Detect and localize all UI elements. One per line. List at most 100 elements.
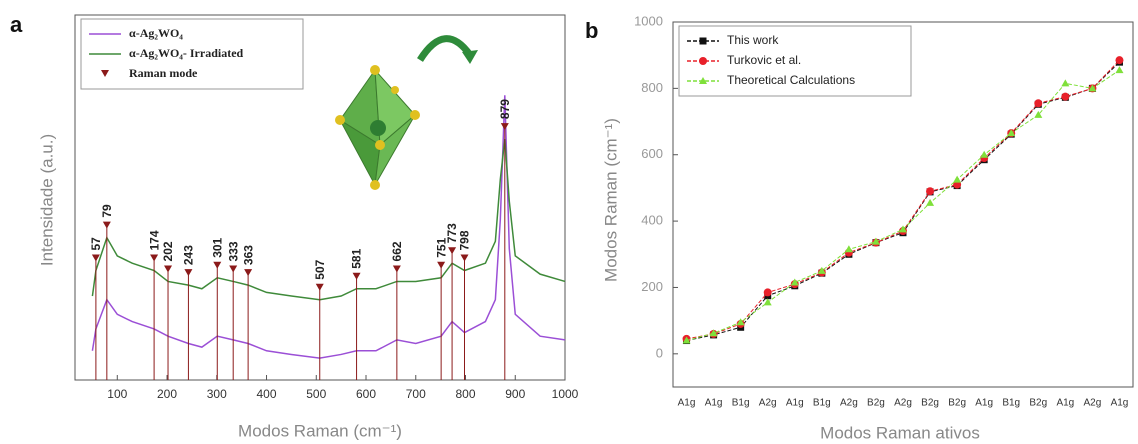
- x-tick-label: 1000: [552, 387, 579, 401]
- mode-label: 798: [458, 230, 472, 250]
- mode-label: 363: [241, 245, 255, 265]
- point: [1034, 110, 1043, 118]
- mode-marker: [352, 272, 361, 280]
- mode-label: 174: [147, 230, 161, 250]
- x-tick-label: A2g: [894, 398, 912, 409]
- point: [1115, 66, 1124, 74]
- mode-label: 79: [100, 204, 114, 218]
- x-tick-label: A1g: [705, 398, 723, 409]
- point: [1061, 79, 1070, 87]
- mode-label: 662: [390, 241, 404, 261]
- point: [709, 329, 718, 337]
- mode-label: 202: [161, 241, 175, 261]
- octahedron-illustration: [335, 35, 478, 190]
- x-tick-label: 700: [406, 387, 426, 401]
- y-tick-label: 600: [641, 146, 663, 161]
- x-tick-label: 200: [157, 387, 177, 401]
- legend-label: Raman mode: [129, 66, 198, 80]
- x-tick-label: A1g: [678, 398, 696, 409]
- point: [699, 37, 707, 45]
- point: [682, 336, 691, 344]
- x-tick-label: A1g: [975, 398, 993, 409]
- mode-marker: [244, 269, 253, 277]
- series-line: [686, 59, 1120, 340]
- x-axis-label: Modos Raman (cm⁻¹): [238, 421, 402, 440]
- x-tick-label: 300: [207, 387, 227, 401]
- y-tick-label: 1000: [634, 13, 663, 28]
- x-tick-label: A2g: [840, 398, 858, 409]
- point: [790, 278, 799, 286]
- point: [953, 175, 962, 183]
- mode-label: 507: [313, 259, 327, 279]
- mode-marker: [448, 247, 457, 255]
- mode-label: 773: [445, 223, 459, 243]
- point: [980, 150, 989, 158]
- mode-marker: [213, 261, 222, 269]
- point: [699, 77, 707, 84]
- legend-label: Turkovic et al.: [727, 53, 801, 67]
- mode-label: 301: [210, 237, 224, 257]
- legend-label: α-Ag₂WO₄- Irradiated: [129, 46, 244, 60]
- mode-marker: [229, 265, 238, 273]
- x-tick-label: A1g: [1056, 398, 1074, 409]
- mode-marker: [500, 123, 509, 131]
- point: [1088, 84, 1097, 92]
- legend-label: This work: [727, 33, 779, 47]
- x-tick-label: 500: [306, 387, 326, 401]
- x-tick-label: 800: [455, 387, 475, 401]
- mode-marker: [184, 269, 193, 277]
- series-line: [91, 95, 566, 359]
- y-tick-label: 400: [641, 213, 663, 228]
- x-tick-label: B2g: [948, 398, 966, 409]
- point: [699, 57, 707, 65]
- mode-marker: [315, 283, 324, 291]
- point: [736, 318, 745, 326]
- y-tick-label: 200: [641, 279, 663, 294]
- x-tick-label: A1g: [786, 398, 804, 409]
- legend-swatch: [101, 70, 109, 77]
- x-tick-label: B2g: [921, 398, 939, 409]
- point: [817, 266, 826, 274]
- x-tick-label: B1g: [1002, 398, 1020, 409]
- mode-label: 57: [89, 237, 103, 251]
- x-tick-label: B2g: [867, 398, 885, 409]
- mode-marker: [91, 254, 100, 262]
- mode-marker: [150, 254, 159, 262]
- point: [763, 288, 772, 297]
- x-tick-label: 600: [356, 387, 376, 401]
- mode-marker: [102, 221, 111, 229]
- point: [763, 298, 772, 306]
- point: [1034, 99, 1043, 108]
- plot-frame: [672, 21, 1134, 388]
- mode-label: 243: [182, 245, 196, 265]
- x-axis-label: Modos Raman ativos: [820, 423, 980, 442]
- panel-label: a: [10, 12, 23, 37]
- point: [871, 237, 880, 245]
- mode-marker: [460, 254, 469, 262]
- legend-label: Theoretical Calculations: [727, 73, 855, 87]
- series-line: [686, 69, 1120, 342]
- x-tick-label: B1g: [732, 398, 750, 409]
- mode-marker: [392, 265, 401, 273]
- mode-label: 751: [434, 237, 448, 257]
- x-tick-label: A2g: [1084, 398, 1102, 409]
- series-line: [91, 139, 566, 301]
- y-axis-label: Modos Raman (cm⁻¹): [601, 118, 620, 282]
- point: [899, 225, 907, 233]
- x-tick-label: B1g: [813, 398, 831, 409]
- point: [1061, 92, 1070, 101]
- x-tick-label: 400: [257, 387, 277, 401]
- point: [926, 187, 935, 196]
- x-tick-label: A1g: [1111, 398, 1129, 409]
- panel-label: b: [585, 18, 598, 43]
- mode-label: 581: [350, 248, 364, 268]
- x-tick-label: 900: [505, 387, 525, 401]
- y-tick-label: 800: [641, 80, 663, 95]
- mode-marker: [437, 261, 446, 269]
- mode-marker: [164, 265, 173, 273]
- series-line: [686, 61, 1120, 342]
- x-tick-label: 100: [107, 387, 127, 401]
- mode-label: 879: [498, 99, 512, 119]
- x-tick-label: B2g: [1029, 398, 1047, 409]
